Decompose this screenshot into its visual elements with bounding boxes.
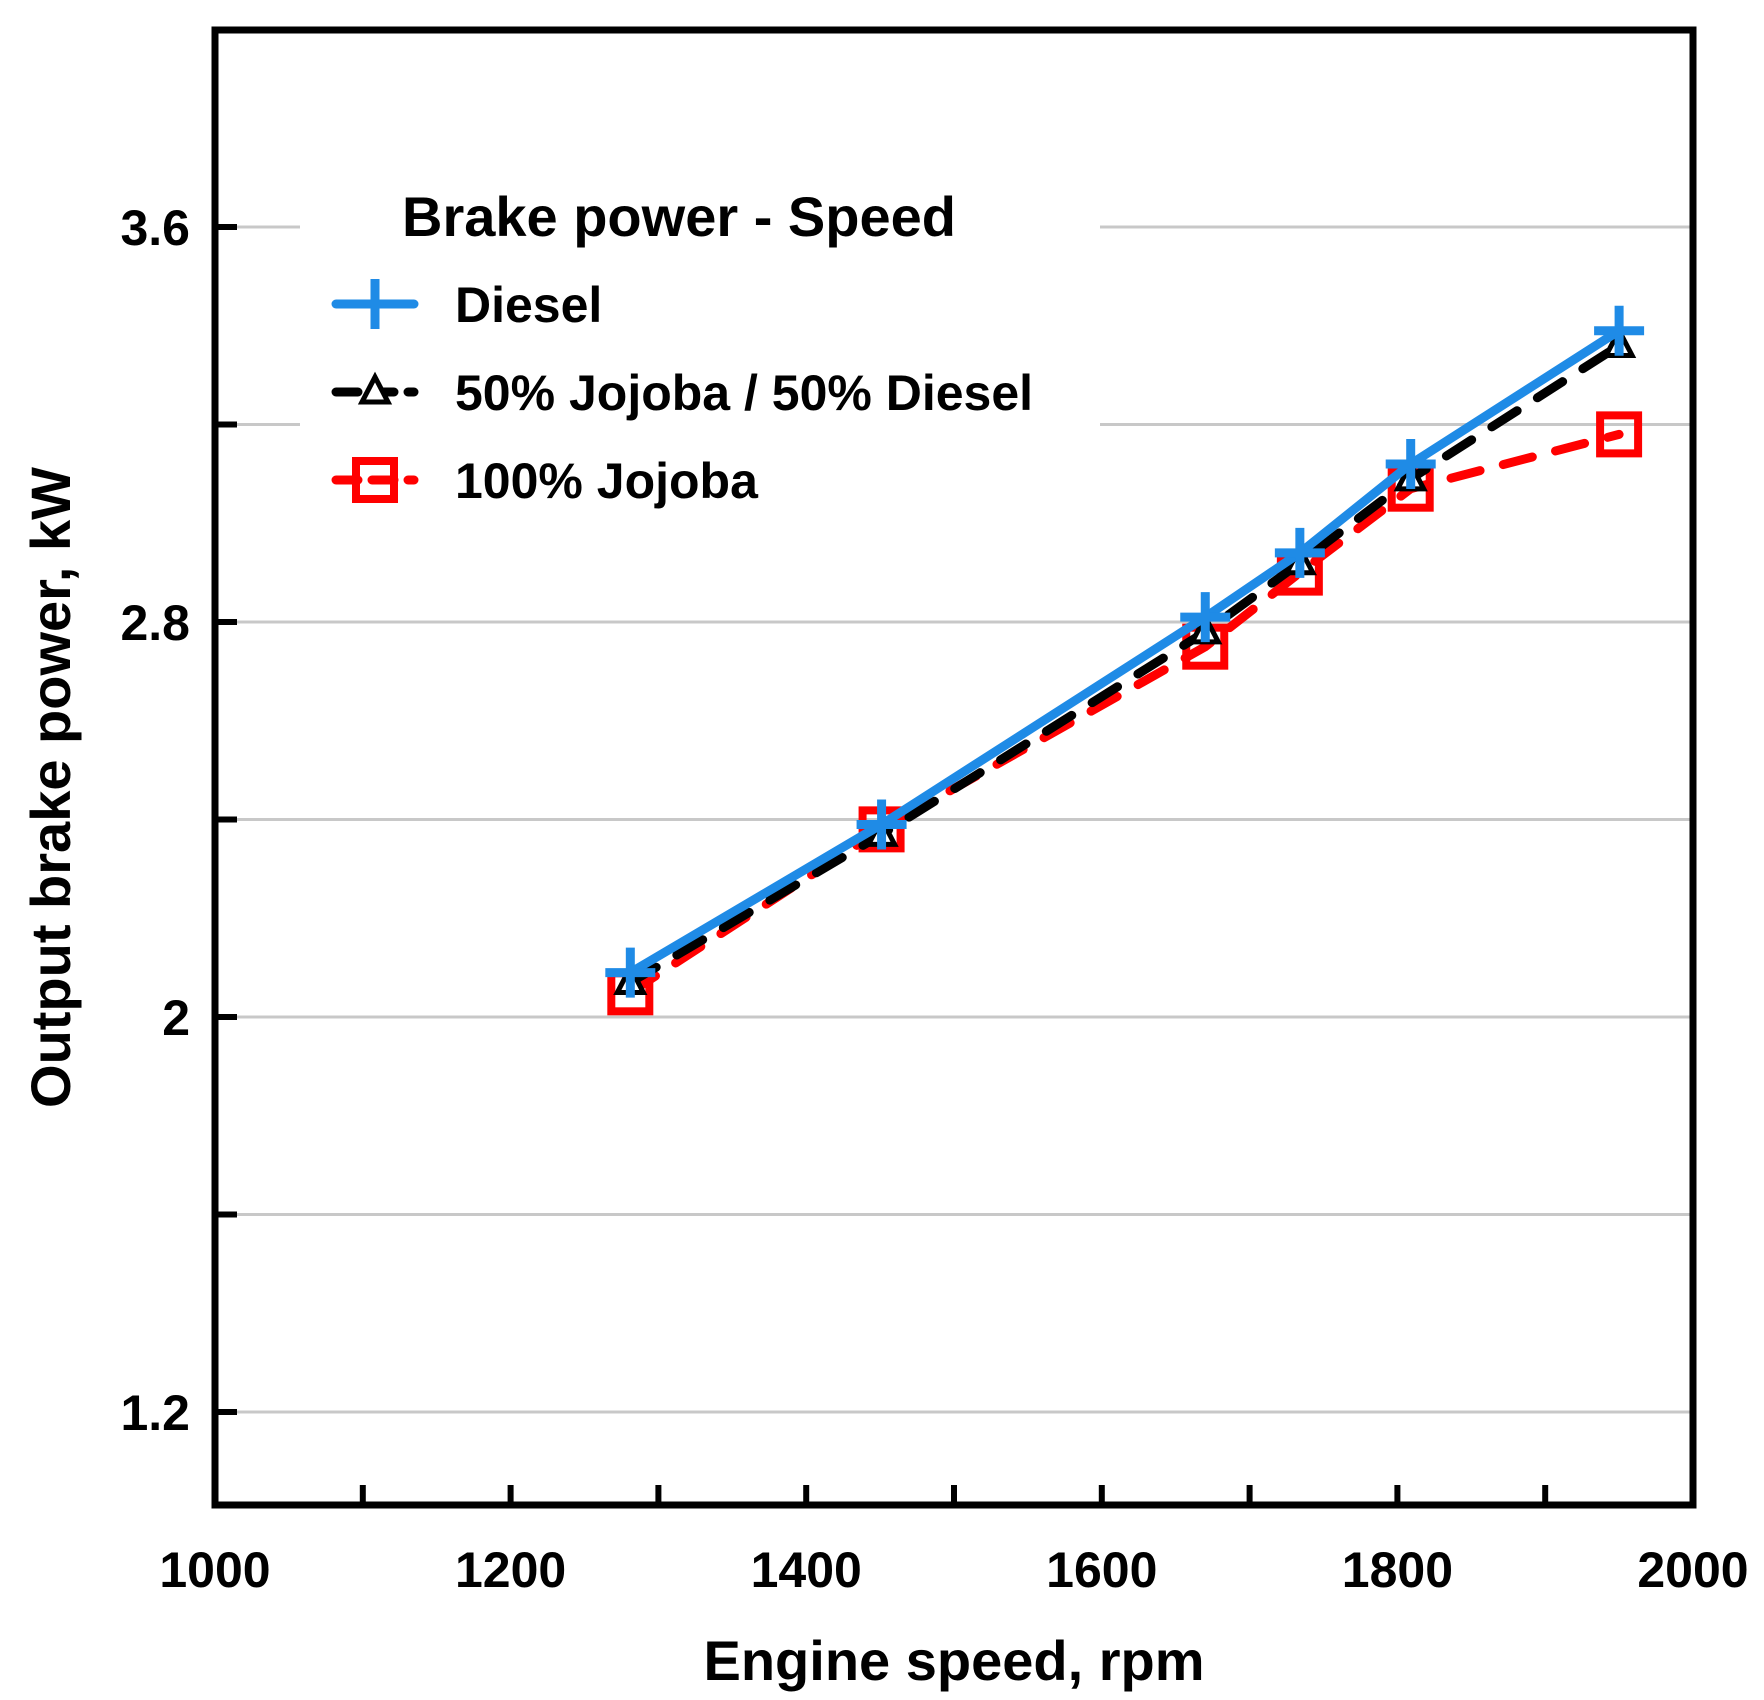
y-tick-label: 2 [162, 990, 190, 1046]
legend-item: 100% Jojoba [331, 453, 759, 509]
legend-items: Diesel 50% Jojoba / 50% Diesel 100% Jojoba [331, 277, 1033, 509]
series-diesel [605, 305, 1645, 998]
legend: Brake power - Speed Diesel 50% Jojoba / 5… [331, 185, 1033, 509]
x-tick-label: 1400 [751, 1542, 862, 1598]
axis-ticks [212, 224, 1696, 1505]
y-axis-title: Output brake power, kW [19, 467, 82, 1108]
x-tick-label: 2000 [1637, 1542, 1748, 1598]
x-tick-label: 1600 [1046, 1542, 1157, 1598]
legend-item: Diesel [331, 277, 602, 333]
series-line [625, 326, 1624, 978]
y-tick-label: 3.6 [120, 200, 190, 256]
data-point [856, 799, 907, 850]
data-point [1274, 527, 1325, 578]
x-tick-label: 1200 [455, 1542, 566, 1598]
legend-mask [300, 170, 1100, 530]
legend-title: Brake power - Speed [402, 185, 956, 248]
legend-marker [350, 279, 400, 329]
legend-label: 50% Jojoba / 50% Diesel [455, 365, 1033, 421]
y-tick-label: 2.8 [120, 595, 190, 651]
legend-marker [352, 457, 398, 503]
data-point [1180, 592, 1231, 643]
legend-item: 50% Jojoba / 50% Diesel [331, 365, 1033, 421]
x-tick-label: 1000 [159, 1542, 270, 1598]
series-line [625, 341, 1624, 987]
data-series [605, 305, 1645, 1016]
legend-background [300, 170, 1100, 530]
legend-marker [357, 371, 393, 405]
y-tick-label: 1.2 [120, 1385, 190, 1441]
x-tick-label: 1800 [1342, 1542, 1453, 1598]
data-point [605, 947, 656, 998]
data-point [1594, 305, 1645, 356]
data-point [1596, 411, 1643, 458]
legend-label: Diesel [455, 277, 602, 333]
data-point [1385, 439, 1436, 489]
x-axis-title: Engine speed, rpm [704, 1629, 1205, 1692]
legend-label: 100% Jojoba [455, 453, 759, 509]
tick-labels: 1000 1200 1400 1600 1800 2000 1.2 2 2.8 3.6 [120, 200, 1748, 1598]
